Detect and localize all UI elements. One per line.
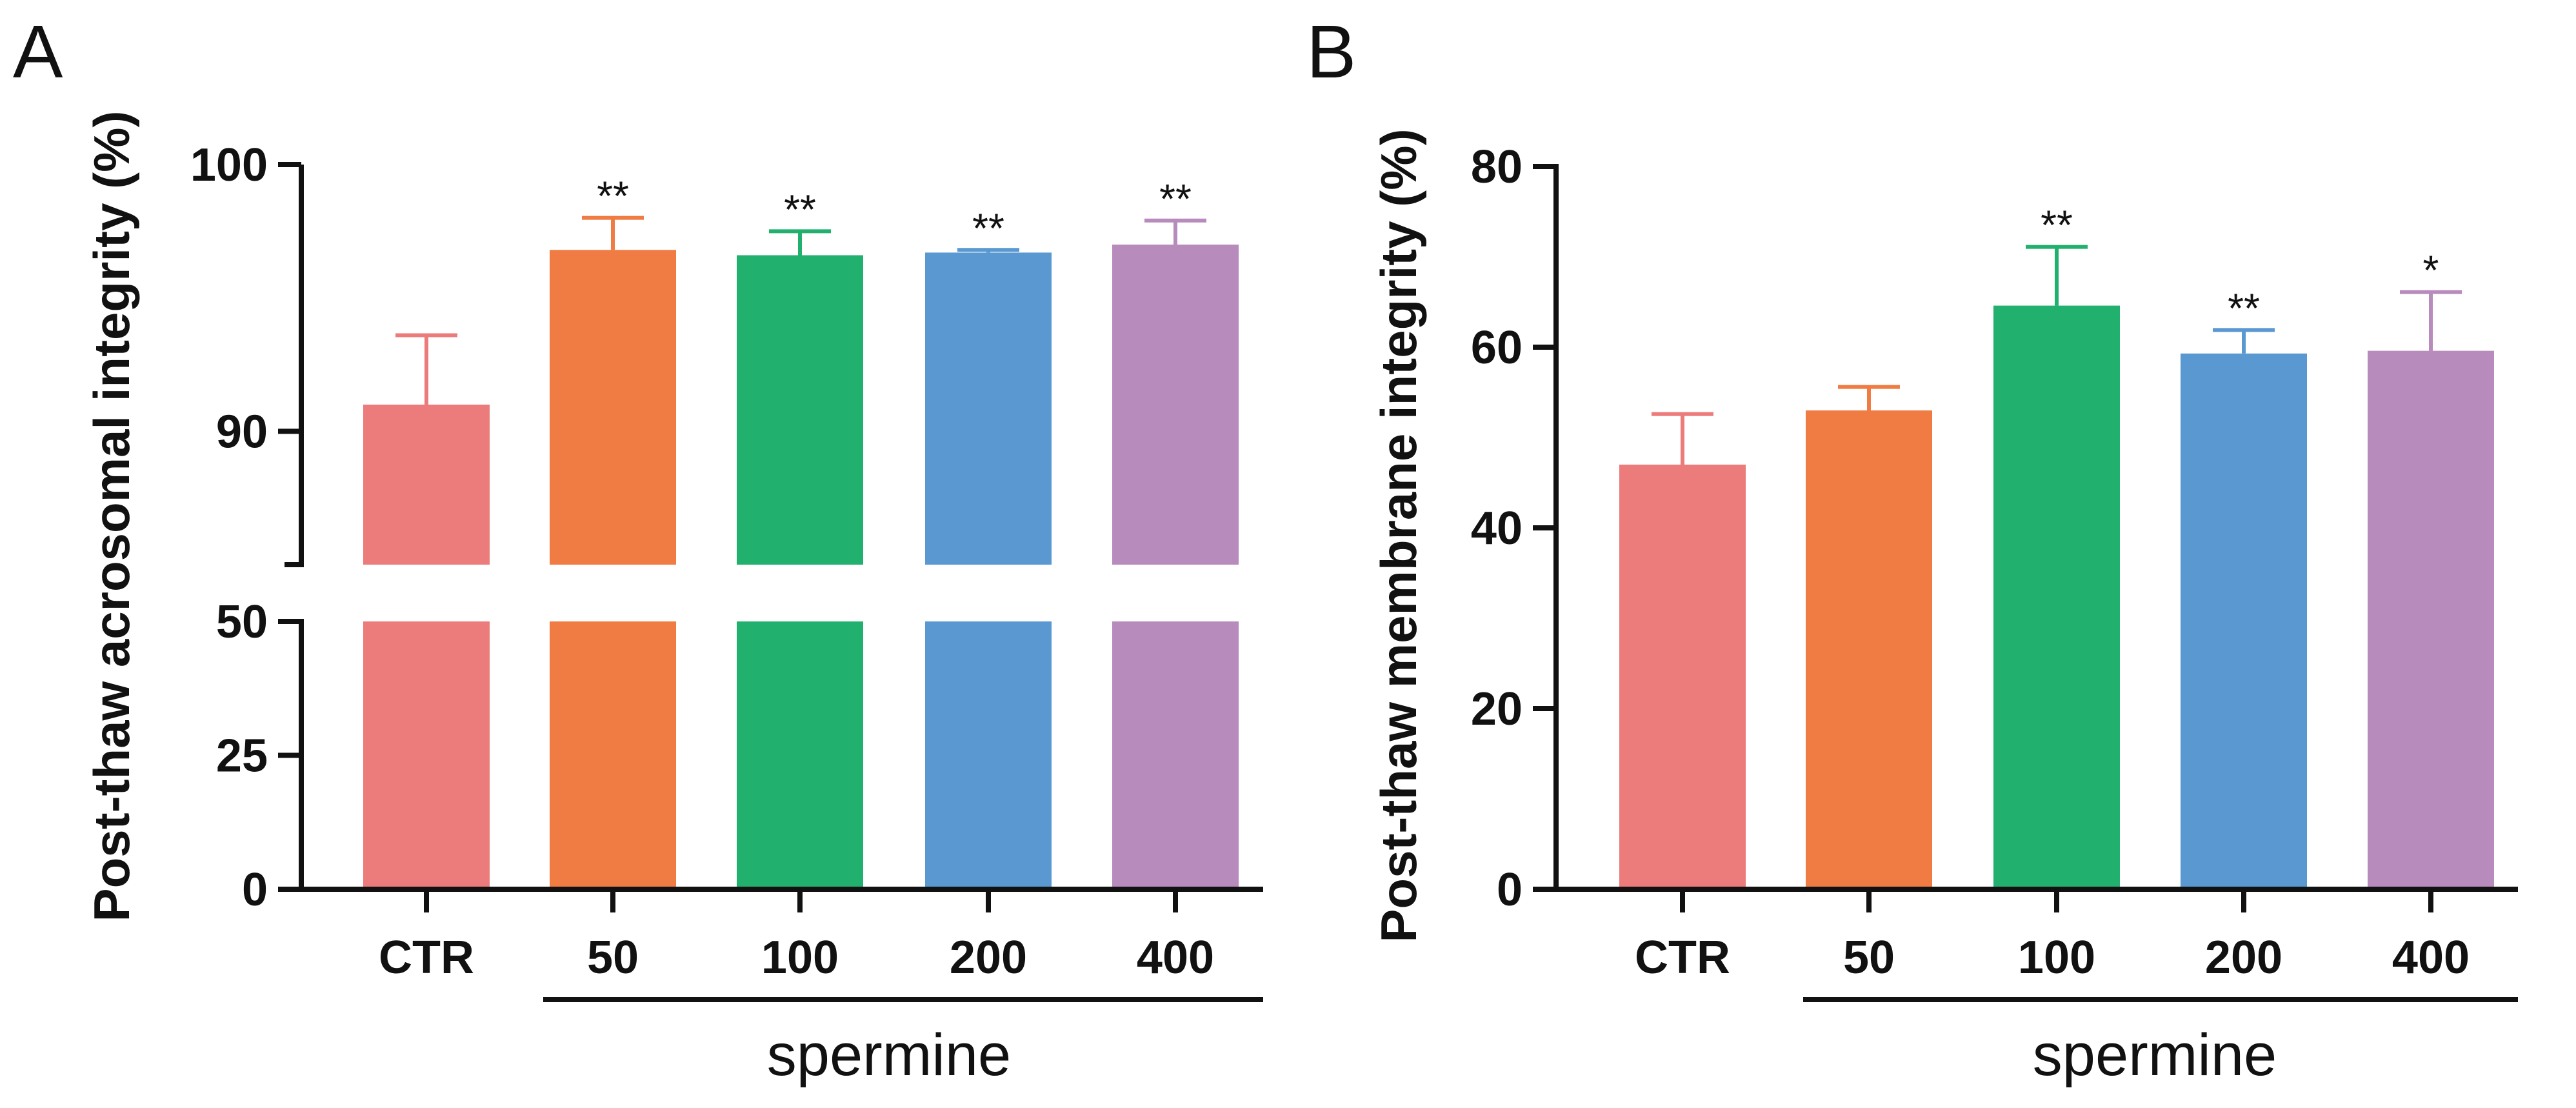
panel-a-bar-lower-50 — [550, 621, 676, 887]
panel-b-bar-200 — [2181, 353, 2307, 887]
panel-b-y-tick-label: 0 — [1497, 864, 1523, 916]
panel-a-category-label: CTR — [379, 932, 474, 983]
panel-a-chart: A Post-thaw acrosomal integrity (%) ** **… — [13, 10, 1263, 1088]
panel-b-significance: * — [2423, 247, 2439, 294]
panel-a-bar-lower-CTR — [363, 621, 490, 887]
panel-b-label: B — [1306, 10, 1356, 94]
panel-a-bar-50 — [550, 250, 676, 565]
panel-b-category-label: CTR — [1635, 932, 1730, 983]
panel-a-significance: ** — [1159, 176, 1192, 222]
panel-b-y-tick-label: 80 — [1471, 141, 1523, 193]
panel-b-category-label: 50 — [1843, 932, 1895, 983]
panel-a-significance: ** — [597, 173, 629, 219]
panel-b-y-tick-label: 20 — [1471, 683, 1523, 735]
panel-b-tick-labels: 0 20 40 60 80 — [1471, 141, 1523, 916]
panel-a-bars — [363, 245, 1239, 887]
panel-a-error-bars — [395, 216, 1206, 405]
panel-b-error-bars — [1652, 245, 2462, 465]
panel-b-category-label: 200 — [2205, 932, 2282, 983]
panel-a-y-tick-label: 90 — [216, 406, 268, 458]
panel-a-y-tick-label: 25 — [216, 730, 268, 782]
panel-a-y-axis-title: Post-thaw acrosomal integrity (%) — [83, 111, 140, 922]
panel-a-bar-400 — [1112, 245, 1239, 565]
panel-b-y-axis-title: Post-thaw membrane integrity (%) — [1370, 128, 1427, 942]
panel-b-y-tick-label: 40 — [1471, 503, 1523, 554]
panel-a-significance: ** — [972, 205, 1004, 251]
panel-b-bar-CTR — [1619, 465, 1746, 887]
panel-a-y-tick-label: 100 — [190, 139, 268, 191]
panel-a-category-label: 400 — [1137, 932, 1214, 983]
panel-b-axes — [1533, 164, 2518, 912]
panel-a-tick-labels: 0 25 50 90 100 — [190, 139, 268, 916]
panel-b-category-labels: CTR 50 100 200 400 — [1635, 932, 2470, 983]
panel-a-bar-lower-400 — [1112, 621, 1239, 887]
panel-a-y-tick-label: 0 — [242, 864, 268, 916]
panel-b-group-label: spermine — [2033, 1022, 2277, 1088]
panel-b-category-label: 100 — [2018, 932, 2095, 983]
panel-b-bar-400 — [2368, 350, 2494, 887]
panel-b-significance: ** — [2041, 202, 2073, 248]
panel-b-category-label: 400 — [2392, 932, 2470, 983]
panel-a-category-label: 200 — [950, 932, 1027, 983]
panel-a-label: A — [13, 10, 63, 94]
panel-a-bar-100 — [737, 255, 863, 565]
panel-a-significance-marks: ** ** ** ** — [597, 173, 1192, 252]
panel-a-axes — [278, 162, 1263, 912]
panel-a-bar-CTR — [363, 405, 490, 565]
panel-a-bar-lower-200 — [925, 621, 1052, 887]
panel-b-significance: ** — [2228, 285, 2260, 331]
panel-a-group-label: spermine — [767, 1022, 1011, 1088]
panel-b-bars — [1619, 305, 2494, 887]
panel-a-bar-lower-100 — [737, 621, 863, 887]
panel-b-significance-marks: ***** — [2041, 202, 2439, 332]
panel-a-significance: ** — [784, 186, 816, 232]
panel-a-category-label: 50 — [587, 932, 639, 983]
panel-b-bar-50 — [1806, 410, 1932, 887]
panel-a-y-tick-label: 50 — [216, 596, 268, 648]
panel-b-chart: B Post-thaw membrane integrity (%) *****… — [1306, 10, 2518, 1088]
panel-b-bar-100 — [1993, 305, 2120, 887]
panel-a-bar-200 — [925, 252, 1052, 565]
panel-b-y-tick-label: 60 — [1471, 322, 1523, 374]
panel-a-category-label: 100 — [761, 932, 839, 983]
panel-a-category-labels: CTR 50 100 200 400 — [379, 932, 1214, 983]
